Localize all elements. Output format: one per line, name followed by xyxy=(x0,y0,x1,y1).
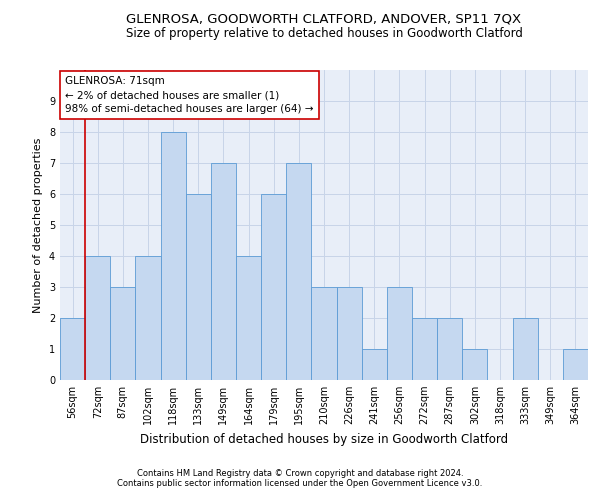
Bar xyxy=(85,256,110,380)
Bar xyxy=(437,318,462,380)
Bar xyxy=(236,256,261,380)
Y-axis label: Number of detached properties: Number of detached properties xyxy=(34,138,43,312)
Bar xyxy=(462,349,487,380)
Text: GLENROSA, GOODWORTH CLATFORD, ANDOVER, SP11 7QX: GLENROSA, GOODWORTH CLATFORD, ANDOVER, S… xyxy=(127,12,521,26)
Bar xyxy=(337,287,362,380)
Text: Contains HM Land Registry data © Crown copyright and database right 2024.: Contains HM Land Registry data © Crown c… xyxy=(137,468,463,477)
Text: Size of property relative to detached houses in Goodworth Clatford: Size of property relative to detached ho… xyxy=(125,28,523,40)
Bar xyxy=(563,349,588,380)
Bar xyxy=(286,163,311,380)
Bar xyxy=(387,287,412,380)
Bar xyxy=(512,318,538,380)
Bar xyxy=(211,163,236,380)
Bar xyxy=(186,194,211,380)
Bar xyxy=(362,349,387,380)
Bar xyxy=(261,194,286,380)
Bar xyxy=(136,256,161,380)
Bar xyxy=(161,132,186,380)
Bar xyxy=(60,318,85,380)
Text: GLENROSA: 71sqm
← 2% of detached houses are smaller (1)
98% of semi-detached hou: GLENROSA: 71sqm ← 2% of detached houses … xyxy=(65,76,314,114)
Bar xyxy=(412,318,437,380)
Bar xyxy=(110,287,136,380)
X-axis label: Distribution of detached houses by size in Goodworth Clatford: Distribution of detached houses by size … xyxy=(140,432,508,446)
Text: Contains public sector information licensed under the Open Government Licence v3: Contains public sector information licen… xyxy=(118,478,482,488)
Bar xyxy=(311,287,337,380)
